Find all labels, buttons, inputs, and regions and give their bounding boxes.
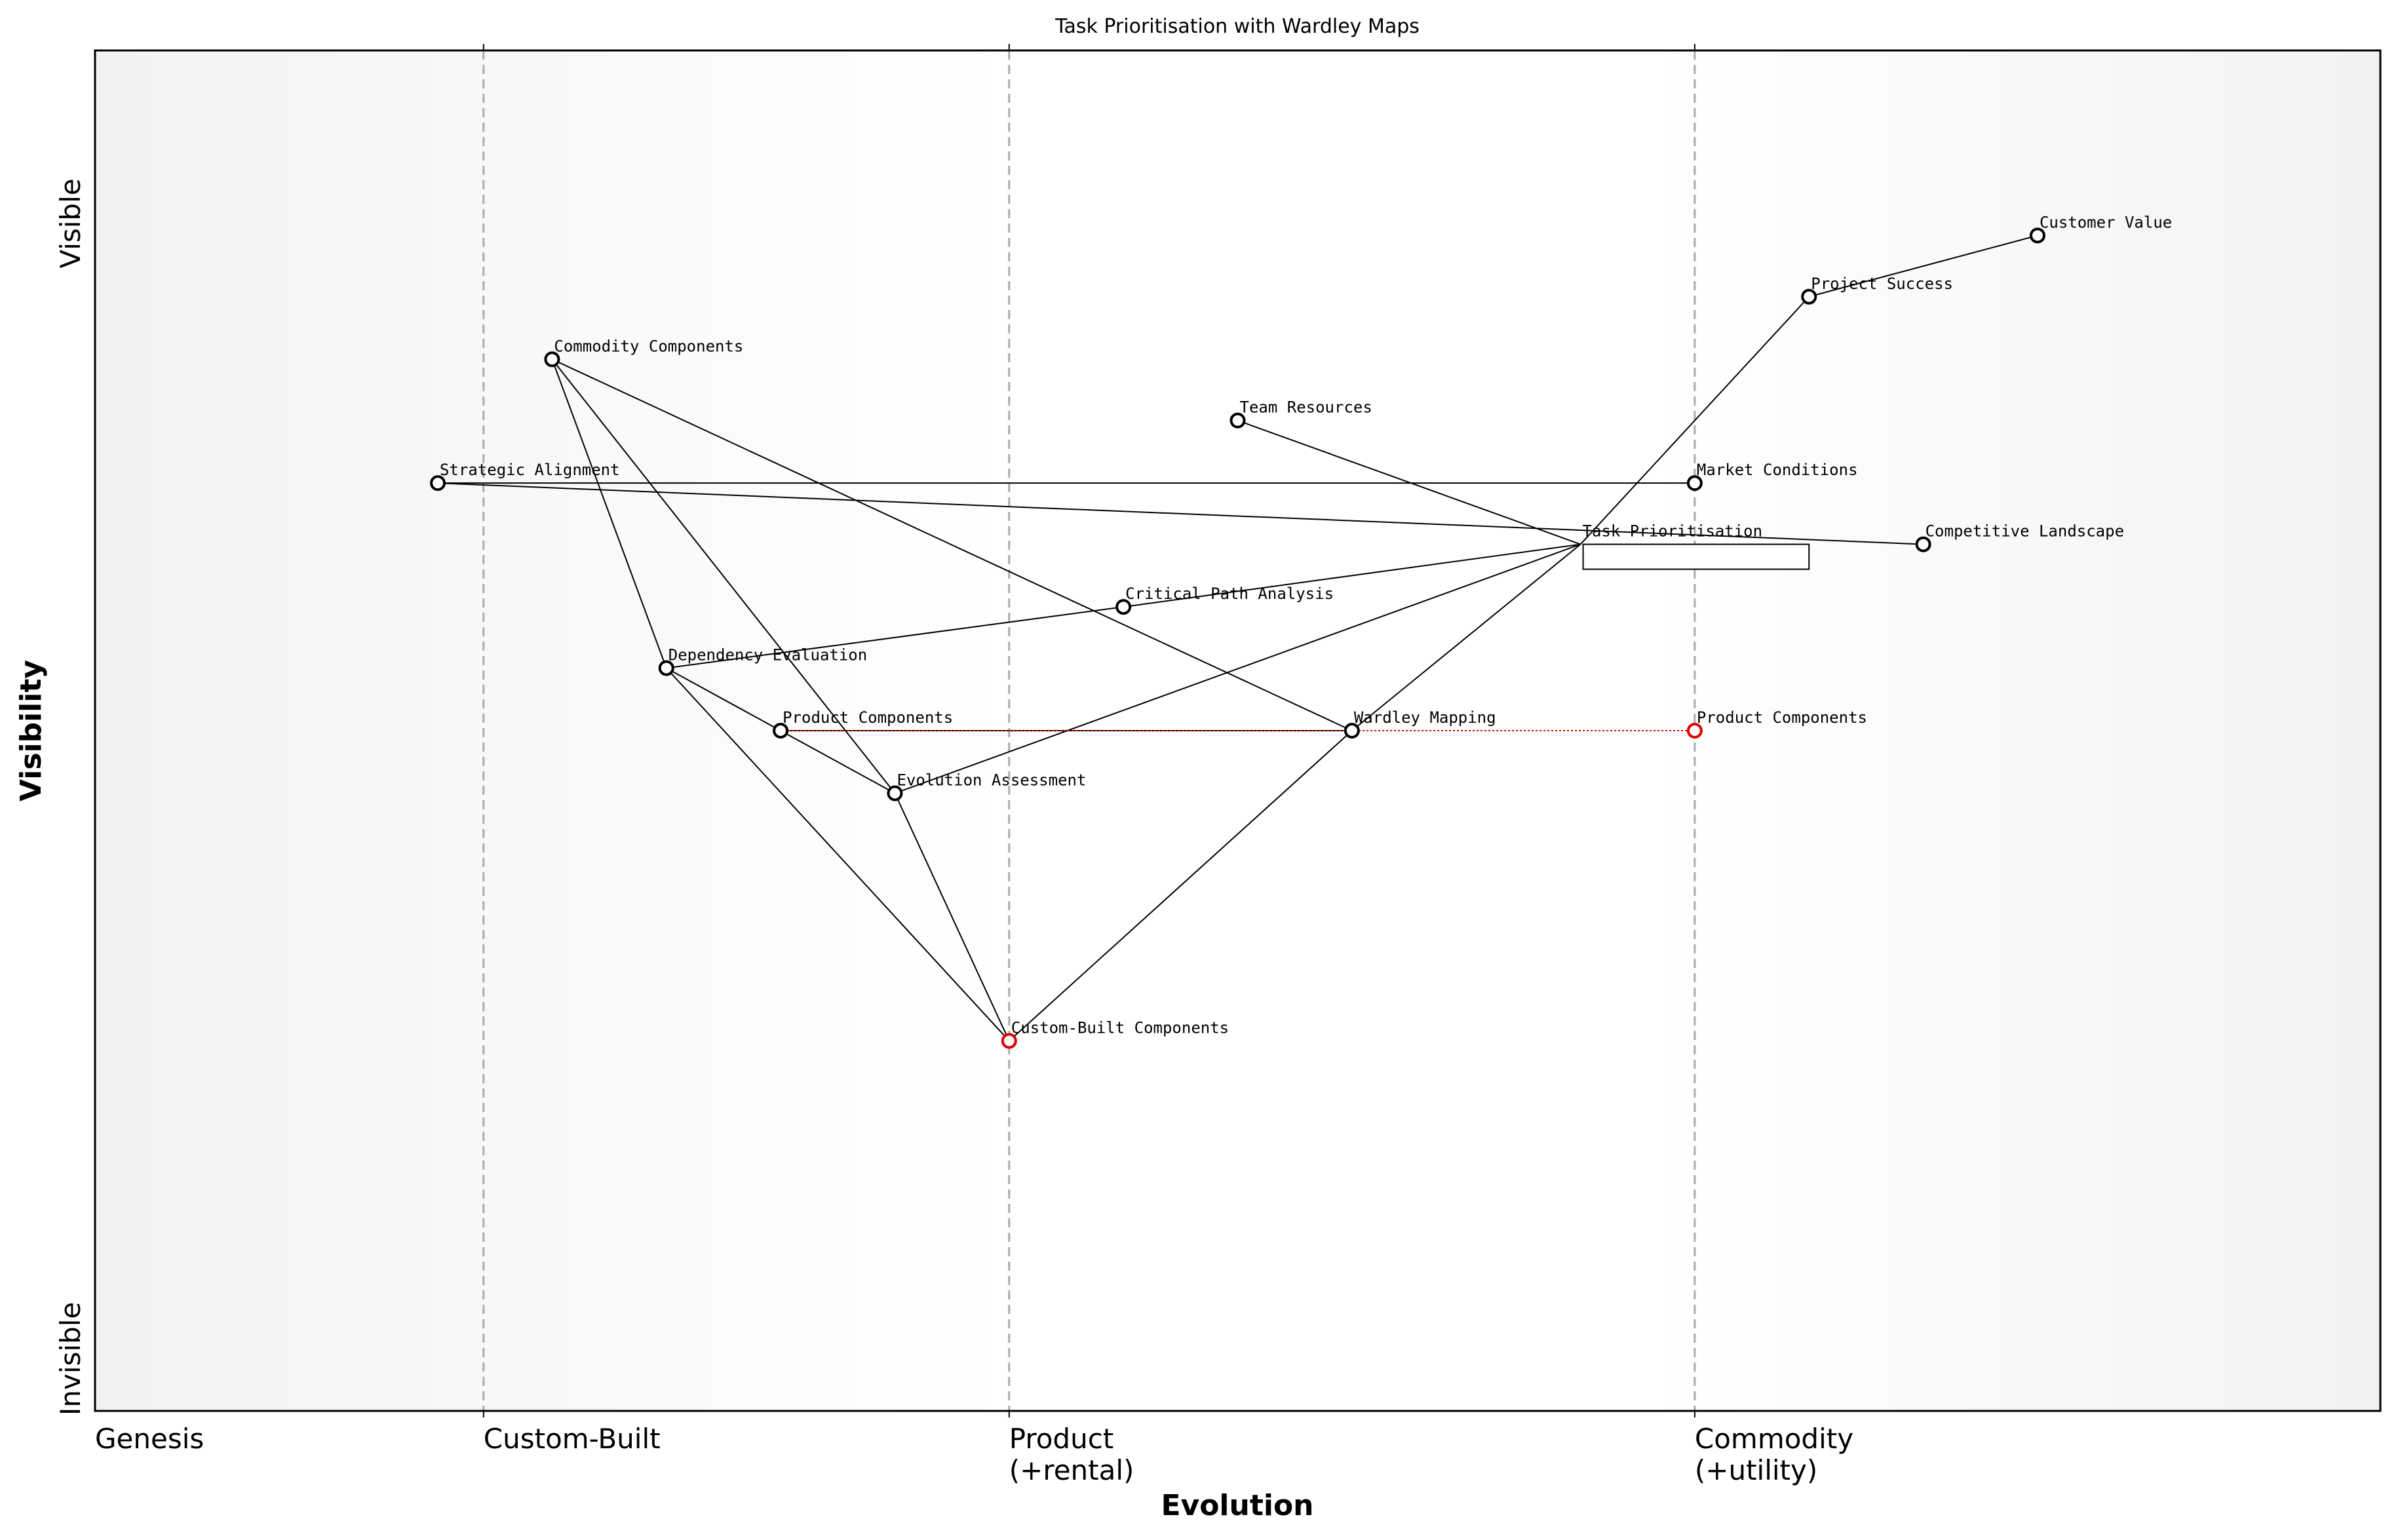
node-label: Team Resources <box>1240 398 1372 417</box>
node-label: Market Conditions <box>1697 461 1858 479</box>
y-top-label: Visible <box>54 178 87 268</box>
node-label: Competitive Landscape <box>1926 522 2124 541</box>
node <box>773 723 789 739</box>
link <box>895 543 1581 794</box>
link <box>551 358 896 794</box>
link <box>1808 235 2038 298</box>
x-tick-label: Product (+rental) <box>1009 1423 1134 1486</box>
link <box>666 606 1124 669</box>
evolved-node <box>1686 723 1703 739</box>
node-label: Evolution Assessment <box>897 771 1086 789</box>
pipeline <box>1582 543 1810 570</box>
y-axis-title: Visibility <box>14 660 48 801</box>
link <box>666 667 781 731</box>
x-tick-label: Commodity (+utility) <box>1695 1423 1853 1486</box>
x-tick-label: Genesis <box>95 1423 204 1455</box>
link <box>1351 543 1581 731</box>
node-label: Dependency Evaluation <box>668 646 867 664</box>
link <box>551 358 667 668</box>
node-label: Product Components <box>1697 708 1867 727</box>
node-label: Strategic Alignment <box>440 461 620 479</box>
node-label: Task Prioritisation <box>1583 522 1763 541</box>
node <box>2029 227 2045 244</box>
node <box>1344 723 1360 739</box>
link <box>1237 419 1581 545</box>
node <box>1686 475 1703 491</box>
node <box>1115 599 1132 615</box>
node <box>544 351 560 368</box>
x-tick-label: Custom-Built <box>484 1423 661 1455</box>
node-label: Commodity Components <box>554 337 743 355</box>
link <box>780 730 895 794</box>
node <box>430 475 446 491</box>
y-bottom-label: Invisible <box>54 1302 87 1415</box>
link <box>438 482 1924 545</box>
link <box>666 667 1010 1042</box>
link <box>894 793 1010 1041</box>
node-label: Wardley Mapping <box>1354 708 1496 727</box>
link <box>1123 543 1581 608</box>
link <box>1579 296 1810 545</box>
node <box>1915 536 1931 552</box>
node-label: Customer Value <box>2040 213 2172 231</box>
plot-frame <box>94 49 2382 1412</box>
node <box>1229 412 1246 429</box>
node <box>658 660 674 676</box>
x-axis-title: Evolution <box>1161 1489 1313 1522</box>
node-label: Custom-Built Components <box>1011 1018 1229 1037</box>
link <box>1009 730 1353 1042</box>
links <box>438 235 2038 1042</box>
node-label: Product Components <box>783 708 953 727</box>
chart-title: Task Prioritisation with Wardley Maps <box>1055 15 1420 38</box>
node <box>887 785 903 801</box>
node-label: Project Success <box>1811 275 1953 293</box>
node <box>1801 288 1817 305</box>
node-label: Critical Path Analysis <box>1125 585 1334 603</box>
link <box>551 358 1353 731</box>
node <box>1001 1033 1017 1049</box>
